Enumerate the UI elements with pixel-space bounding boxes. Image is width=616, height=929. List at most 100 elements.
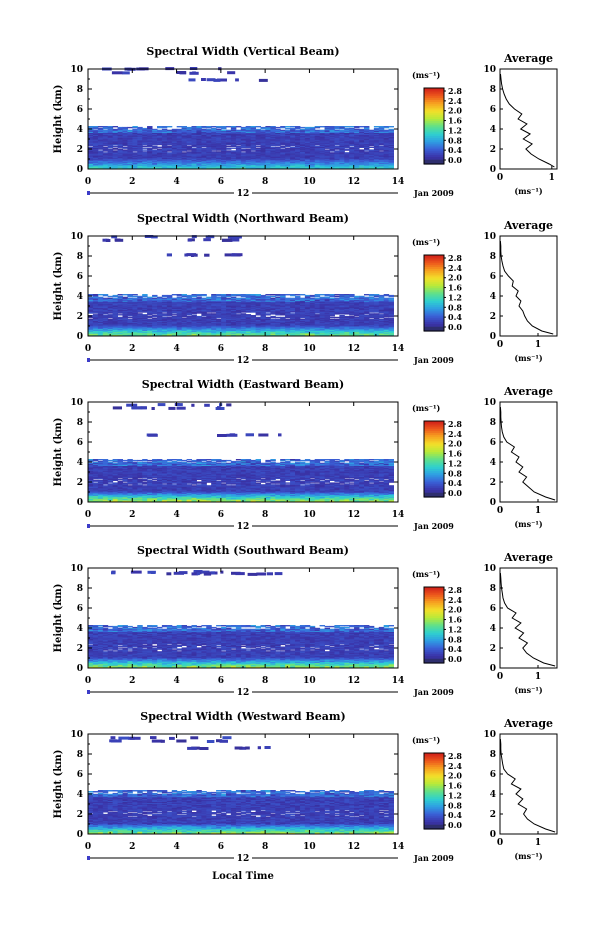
heatmap-cell [112, 162, 118, 164]
heatmap-cell [255, 153, 261, 155]
heatmap-cell [117, 162, 123, 164]
heatmap-cell [142, 162, 148, 164]
heatmap-cell [147, 315, 153, 318]
heatmap-cell [270, 162, 276, 164]
heatmap-cell [240, 165, 247, 167]
heatmap-cell [166, 155, 173, 158]
heatmap-cell [240, 155, 247, 158]
heatmap-cell [127, 158, 133, 161]
heatmap-cell [280, 160, 286, 162]
heatmap-cell [304, 155, 311, 158]
heatmap-cell [354, 157, 360, 160]
heatmap-cell [122, 149, 128, 151]
heatmap-cell [196, 126, 202, 128]
heatmap-cell [319, 158, 325, 161]
heatmap-cell [211, 159, 217, 162]
heatmap-cell [309, 164, 316, 166]
heatmap-cell [270, 164, 276, 166]
heatmap-cell [250, 157, 256, 160]
heatmap-cell [383, 163, 390, 165]
heatmap-cell [196, 159, 202, 162]
heatmap-cell [171, 154, 178, 156]
sparse-echo [235, 78, 239, 82]
heatmap-cell [275, 155, 281, 158]
heatmap-cell [221, 126, 227, 128]
heatmap-cell [344, 162, 350, 164]
heatmap-cell [211, 161, 217, 163]
heatmap-cell [319, 155, 325, 157]
heatmap-cell [137, 313, 143, 315]
heatmap-cell [250, 160, 256, 162]
heatmap-cell [255, 151, 261, 153]
heatmap-cell [354, 316, 360, 319]
heatmap-cell [201, 164, 207, 166]
heatmap-cell [88, 318, 94, 321]
heatmap-cell [132, 155, 138, 157]
average-y-tick-label: 0 [490, 165, 496, 175]
heatmap-cell [88, 154, 94, 156]
heatmap-cell [349, 159, 355, 162]
heatmap-cell [226, 151, 232, 153]
heatmap-cell [216, 161, 222, 163]
heatmap-cell [309, 155, 316, 158]
heatmap-cell [171, 162, 178, 164]
x-tick-label: 12 [347, 177, 360, 187]
heatmap-cell [250, 163, 256, 165]
heatmap-cell [255, 150, 261, 152]
heatmap-cell [161, 150, 168, 152]
heatmap-cell [201, 151, 207, 153]
sparse-echo [176, 71, 187, 74]
heatmap-cell [176, 158, 183, 161]
heatmap-cell [319, 166, 325, 168]
heatmap-cell [383, 165, 390, 167]
heatmap-cell [161, 166, 168, 168]
heatmap-cell [235, 163, 242, 165]
heatmap-cell [122, 161, 128, 163]
heatmap-cell [211, 152, 217, 154]
heatmap-cell [97, 156, 104, 159]
heatmap-cell [319, 154, 325, 156]
heatmap-cell [388, 166, 394, 168]
heatmap-cell [196, 153, 202, 155]
heatmap-cell [117, 165, 123, 167]
heatmap-cell [171, 167, 178, 169]
heatmap-cell [166, 316, 173, 319]
heatmap-cell [127, 152, 133, 154]
heatmap-cell [295, 166, 301, 168]
heatmap-cell [285, 161, 291, 163]
heatmap-cell [117, 163, 123, 165]
heatmap-cell [255, 159, 261, 162]
heatmap-cell [265, 313, 271, 315]
heatmap-cell [270, 166, 276, 168]
heatmap-cell [157, 151, 163, 153]
heatmap-cell [147, 166, 153, 168]
heatmap-cell [373, 164, 380, 166]
heatmap-cell [127, 164, 133, 166]
heatmap-cell [127, 161, 133, 163]
heatmap-cell [240, 156, 247, 159]
heatmap-cell [88, 164, 94, 166]
heatmap-cell [107, 126, 114, 128]
heatmap-cell [373, 159, 380, 162]
heatmap-cell [368, 164, 375, 166]
heatmap-cell [181, 156, 187, 159]
heatmap-cell [339, 165, 345, 167]
heatmap-cell [309, 156, 316, 159]
heatmap-cell [181, 153, 187, 155]
heatmap-cell [152, 149, 158, 151]
heatmap-cell [157, 153, 163, 155]
heatmap-cell [88, 161, 94, 163]
heatmap-cell [132, 160, 138, 162]
heatmap-cell [344, 154, 350, 156]
heatmap-cell [107, 153, 114, 155]
heatmap-cell [92, 154, 99, 156]
heatmap-cell [92, 164, 99, 166]
heatmap-cells [88, 235, 394, 337]
heatmap-cell [270, 161, 276, 163]
heatmap-cell [329, 316, 335, 319]
heatmap-cell [211, 167, 217, 169]
heatmap-cell [354, 154, 360, 156]
heatmap-cell [260, 153, 266, 155]
heatmap-cell [216, 318, 222, 321]
heatmap-cell [275, 158, 281, 161]
